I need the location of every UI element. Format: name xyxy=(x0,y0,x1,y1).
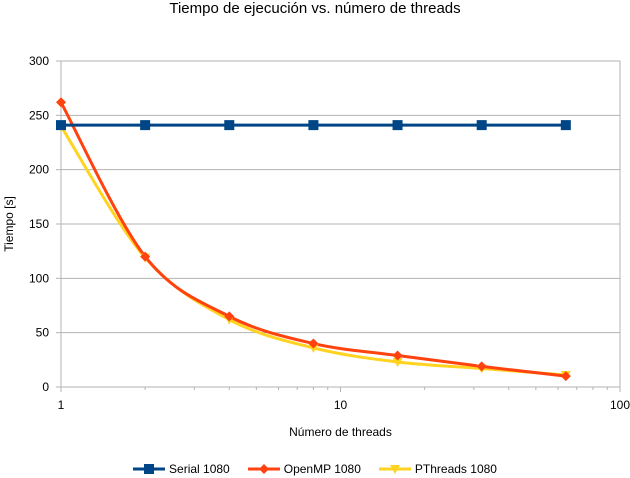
x-tick-label: 1 xyxy=(58,398,65,412)
y-axis-title: Tiempo [s] xyxy=(2,196,16,252)
legend-item: PThreads 1080 xyxy=(378,462,497,476)
grid-lines xyxy=(61,60,620,388)
y-tick-label: 300 xyxy=(29,54,49,68)
series-lines xyxy=(59,101,567,378)
x-tick-label: 100 xyxy=(610,398,630,412)
legend-swatch xyxy=(378,465,411,474)
series-line-pthreads-1080 xyxy=(59,125,566,377)
legend-label: OpenMP 1080 xyxy=(283,462,361,476)
y-tick-label: 150 xyxy=(29,217,49,231)
legend-swatch-marker xyxy=(258,464,269,474)
data-point-openmp-1080 xyxy=(392,350,403,361)
legend-swatch-marker xyxy=(389,465,400,474)
data-point-openmp-1080 xyxy=(560,371,571,382)
x-axis-title: Número de threads xyxy=(289,425,392,439)
legend-swatch xyxy=(247,464,280,474)
legend-swatch-marker xyxy=(144,464,155,474)
data-point-serial-1080 xyxy=(56,120,66,131)
data-point-serial-1080 xyxy=(224,120,235,131)
data-point-openmp-1080 xyxy=(224,311,235,322)
axis-ticks: 0 50 100 150 200 250 300 1 10 100 xyxy=(29,54,630,412)
data-point-serial-1080 xyxy=(560,120,571,131)
series-markers xyxy=(56,97,571,382)
x-tick-label: 10 xyxy=(334,398,348,412)
data-point-serial-1080 xyxy=(308,120,319,131)
legend: Serial 1080 OpenMP 1080 PThreads 1080 xyxy=(0,460,630,478)
y-tick-label: 100 xyxy=(29,271,49,285)
legend-swatch xyxy=(133,464,166,474)
legend-item: Serial 1080 xyxy=(133,462,230,476)
data-point-serial-1080 xyxy=(476,120,487,131)
y-tick-label: 50 xyxy=(36,326,50,340)
data-point-openmp-1080 xyxy=(140,251,151,262)
series-line-openmp-1080 xyxy=(59,101,567,378)
data-point-openmp-1080 xyxy=(476,361,487,372)
y-tick-label: 250 xyxy=(29,108,49,122)
y-tick-label: 200 xyxy=(29,163,49,177)
data-point-openmp-1080 xyxy=(56,97,66,108)
data-point-pthreads-1080 xyxy=(392,358,403,368)
data-point-serial-1080 xyxy=(140,120,151,131)
data-point-serial-1080 xyxy=(392,120,403,131)
chart-title: Tiempo de ejecución vs. número de thread… xyxy=(169,0,461,17)
legend-label: Serial 1080 xyxy=(169,462,230,476)
legend-label: PThreads 1080 xyxy=(414,462,497,476)
y-tick-label: 0 xyxy=(42,380,49,394)
data-point-openmp-1080 xyxy=(308,338,319,349)
legend-item: OpenMP 1080 xyxy=(247,462,361,476)
